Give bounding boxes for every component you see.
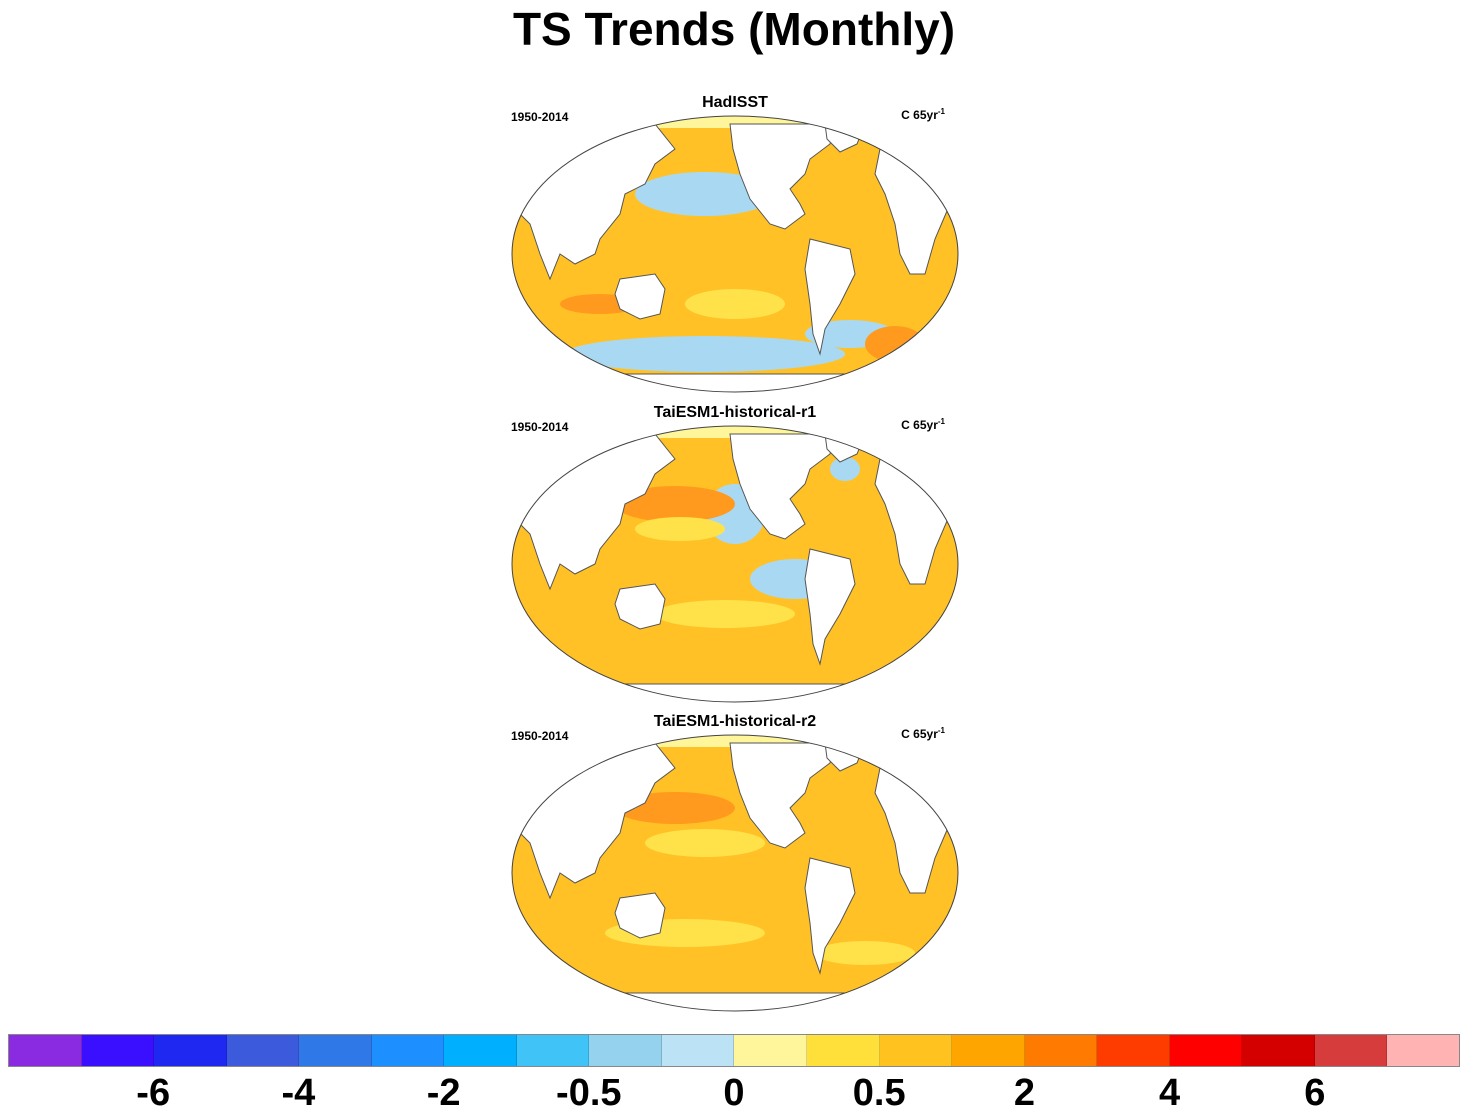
panel-units: C 65yr-1 bbox=[901, 726, 945, 741]
colorbar-swatch bbox=[734, 1035, 808, 1066]
panel-title: TaiESM1-historical-r1 bbox=[653, 404, 817, 421]
colorbar-swatch bbox=[589, 1035, 662, 1066]
colorbar-swatch bbox=[807, 1035, 880, 1066]
colorbar bbox=[8, 1034, 1460, 1067]
colorbar-swatch bbox=[1169, 1035, 1243, 1066]
colorbar-swatch bbox=[154, 1035, 227, 1066]
colorbar-swatch bbox=[9, 1035, 82, 1066]
map-panel-taiesm1-r2: TaiESM1-historical-r2 1950-2014 C 65yr-1 bbox=[505, 713, 965, 1013]
cool-anomaly bbox=[635, 172, 775, 216]
panel-period: 1950-2014 bbox=[511, 110, 569, 124]
map-border bbox=[511, 734, 959, 1012]
colorbar-tick-label: -4 bbox=[281, 1072, 316, 1114]
map-panel-taiesm1-r1: TaiESM1-historical-r1 1950-2014 C 65yr-1 bbox=[505, 404, 965, 704]
colorbar-swatch bbox=[1387, 1035, 1459, 1066]
colorbar-swatch bbox=[1097, 1035, 1170, 1066]
land-south-america bbox=[804, 548, 856, 666]
land-antarctica bbox=[512, 683, 958, 702]
land-antarctica bbox=[512, 373, 958, 392]
warm-anomaly bbox=[865, 326, 925, 362]
map-border bbox=[511, 115, 959, 393]
panel-title: HadISST bbox=[702, 94, 768, 111]
land-north-america bbox=[729, 123, 836, 230]
colorbar-tick-label: 2 bbox=[1013, 1072, 1035, 1114]
colorbar-swatch bbox=[1024, 1035, 1098, 1066]
land-north-america bbox=[729, 433, 836, 540]
colorbar-swatch bbox=[81, 1035, 155, 1066]
panel-period: 1950-2014 bbox=[511, 729, 569, 743]
world-map bbox=[511, 115, 959, 393]
mid-anomaly bbox=[815, 941, 915, 965]
main-title: TS Trends (Monthly) bbox=[512, 3, 956, 55]
colorbar-swatch bbox=[879, 1035, 953, 1066]
colorbar-tick-label: -2 bbox=[426, 1072, 461, 1114]
land-australia bbox=[614, 583, 666, 630]
panel-units: C 65yr-1 bbox=[901, 107, 945, 122]
panel-period: 1950-2014 bbox=[511, 420, 569, 434]
mid-anomaly bbox=[655, 600, 795, 628]
world-map bbox=[511, 425, 959, 703]
world-map bbox=[511, 734, 959, 1012]
colorbar-swatch bbox=[371, 1035, 445, 1066]
land-australia bbox=[614, 273, 666, 320]
colorbar-tick-label: -6 bbox=[136, 1072, 171, 1114]
land-antarctica bbox=[512, 992, 958, 1011]
cool-anomaly bbox=[830, 457, 860, 481]
land-south-america bbox=[804, 238, 856, 356]
colorbar-swatch bbox=[952, 1035, 1025, 1066]
land-south-america bbox=[804, 857, 856, 975]
colorbar-swatch bbox=[444, 1035, 517, 1066]
land-north-america bbox=[729, 742, 836, 849]
colorbar-tick-label: -0.5 bbox=[556, 1072, 622, 1114]
colorbar-swatch bbox=[1314, 1035, 1388, 1066]
colorbar-swatch bbox=[661, 1035, 735, 1066]
cool-anomaly bbox=[565, 336, 845, 372]
map-border bbox=[511, 425, 959, 703]
colorbar-swatch bbox=[299, 1035, 372, 1066]
colorbar-tick-label: 0.5 bbox=[852, 1072, 906, 1114]
land-australia bbox=[614, 892, 666, 939]
warm-anomaly bbox=[615, 486, 735, 522]
colorbar-tick-label: 0 bbox=[723, 1072, 745, 1114]
panel-units: C 65yr-1 bbox=[901, 417, 945, 432]
colorbar-swatch bbox=[1242, 1035, 1315, 1066]
colorbar-swatch bbox=[516, 1035, 590, 1066]
colorbar-swatch bbox=[226, 1035, 300, 1066]
colorbar-tick-label: 4 bbox=[1159, 1072, 1181, 1114]
mid-anomaly bbox=[685, 289, 785, 319]
colorbar-tick-label: 6 bbox=[1304, 1072, 1326, 1114]
mid-anomaly bbox=[635, 517, 725, 541]
mid-anomaly bbox=[645, 829, 765, 857]
map-panel-hadisst: HadISST 1950-2014 C 65yr-1 bbox=[505, 94, 965, 394]
panel-title: TaiESM1-historical-r2 bbox=[653, 713, 817, 730]
